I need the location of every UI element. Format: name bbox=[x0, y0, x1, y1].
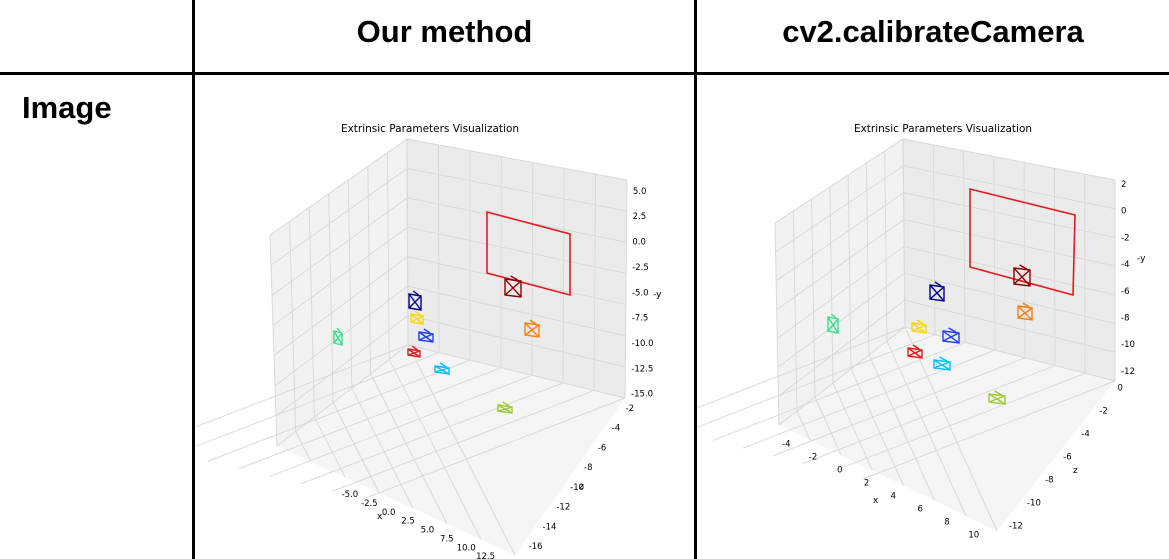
y-tick-label: -15.0 bbox=[631, 390, 653, 400]
y-tick-label: -4 bbox=[1121, 260, 1129, 270]
x-tick-label: 6 bbox=[917, 505, 922, 515]
x-tick-label: 0.0 bbox=[382, 508, 396, 518]
y-tick-label: -2 bbox=[1121, 233, 1129, 243]
x-tick-label: 2.5 bbox=[401, 517, 415, 527]
z-tick-label: -16 bbox=[529, 542, 543, 552]
x-tick-label: 10 bbox=[968, 531, 979, 541]
camera-frustum bbox=[942, 327, 960, 344]
z-tick-label: -12 bbox=[556, 503, 570, 513]
y-tick-labels: 5.0 2.5 0.0 -2.5 -5.0 -7.5 -10.0 -12.5 -15.0 bbox=[631, 187, 653, 400]
camera-glyphs bbox=[827, 187, 1076, 405]
camera-frustum bbox=[504, 275, 522, 298]
camera-frustum bbox=[929, 281, 945, 302]
z-tick-label: -10 bbox=[570, 483, 584, 493]
y-tick-label: -10.0 bbox=[632, 339, 654, 349]
y-tick-label: -12 bbox=[1121, 367, 1135, 377]
y-tick-label: 5.0 bbox=[633, 187, 647, 197]
x-tick-label: 0 bbox=[837, 465, 842, 475]
camera-frustum bbox=[410, 310, 424, 325]
camera-frustum bbox=[418, 328, 434, 343]
column-header-our-method: Our method bbox=[356, 14, 533, 49]
x-tick-label: -2 bbox=[809, 452, 817, 462]
calibration-board bbox=[486, 210, 571, 297]
camera-frustum bbox=[497, 401, 513, 414]
y-tick-label: 2 bbox=[1121, 180, 1126, 190]
z-tick-labels: 0 -2 -4 -6 -8 -10 -12 bbox=[1009, 384, 1123, 532]
table-line-v2 bbox=[694, 0, 697, 559]
y-axis-label: -y bbox=[653, 290, 662, 300]
calibration-board bbox=[969, 187, 1076, 297]
y-tick-label: -6 bbox=[1121, 287, 1129, 297]
z-tick-label: -2 bbox=[626, 404, 634, 414]
plot-cv2: Extrinsic Parameters Visualization -4-20… bbox=[697, 123, 1146, 541]
plot-grid bbox=[195, 138, 628, 556]
x-tick-label: -4 bbox=[782, 439, 790, 449]
z-tick-label: -10 bbox=[1027, 499, 1041, 509]
camera-frustum bbox=[333, 327, 343, 346]
z-tick-label: -6 bbox=[598, 443, 606, 453]
camera-frustum bbox=[1013, 264, 1031, 287]
z-tick-label: -8 bbox=[1045, 476, 1053, 486]
z-tick-label: -12 bbox=[1009, 522, 1023, 532]
camera-frustum bbox=[434, 362, 450, 375]
y-tick-label: -7.5 bbox=[632, 314, 649, 324]
x-tick-label: 8 bbox=[944, 518, 949, 528]
x-tick-label: 10.0 bbox=[457, 543, 476, 553]
plot-title: Extrinsic Parameters Visualization bbox=[854, 123, 1032, 135]
x-tick-labels: -4 -2 0 2 4 6 8 10 bbox=[782, 439, 979, 540]
plot-title: Extrinsic Parameters Visualization bbox=[341, 123, 519, 135]
camera-glyphs bbox=[333, 210, 571, 414]
y-tick-label: -8 bbox=[1121, 314, 1129, 324]
y-tick-label: 2.5 bbox=[633, 212, 647, 222]
y-tick-label: -5.0 bbox=[632, 288, 649, 298]
z-tick-label: -8 bbox=[584, 463, 592, 473]
x-tick-labels: -5.0-2.5 0.0 2.5 5.0 7.510.012.5 bbox=[342, 490, 495, 559]
row-label-image: Image bbox=[22, 90, 112, 125]
z-tick-label: -4 bbox=[1081, 430, 1089, 440]
camera-frustum bbox=[408, 290, 422, 311]
camera-frustum bbox=[1017, 302, 1033, 321]
y-axis-label: -y bbox=[1137, 254, 1146, 264]
x-tick-label: 12.5 bbox=[476, 552, 495, 559]
camera-frustum bbox=[407, 345, 421, 358]
x-tick-label: -5.0 bbox=[342, 490, 359, 500]
camera-frustum bbox=[911, 319, 927, 334]
camera-frustum bbox=[907, 344, 923, 359]
camera-frustum bbox=[827, 313, 839, 334]
y-tick-label: 0.0 bbox=[632, 238, 646, 248]
z-tick-label: -4 bbox=[612, 424, 620, 434]
z-tick-label: -2 bbox=[1099, 407, 1107, 417]
y-tick-label: -10 bbox=[1121, 340, 1135, 350]
z-tick-label: -14 bbox=[543, 522, 557, 532]
x-tick-label: 4 bbox=[891, 492, 896, 502]
z-tick-labels: -2 -4 -6 -8-10-12 -14-16 bbox=[529, 404, 634, 552]
table-line-v1 bbox=[192, 0, 195, 559]
plot-our-method: Extrinsic Parameters Visualization -5.0-… bbox=[195, 123, 662, 559]
camera-frustum bbox=[988, 390, 1006, 405]
column-header-cv2: cv2.calibrateCamera bbox=[782, 14, 1084, 49]
x-tick-label: -2.5 bbox=[361, 499, 378, 509]
x-tick-label: 2 bbox=[864, 478, 869, 488]
z-tick-label: -6 bbox=[1063, 453, 1071, 463]
table-line-h bbox=[0, 72, 1169, 75]
y-tick-label: -2.5 bbox=[632, 263, 649, 273]
x-tick-label: 7.5 bbox=[440, 534, 454, 544]
plot-grid bbox=[697, 138, 1116, 532]
camera-frustum bbox=[933, 356, 951, 371]
camera-frustum bbox=[524, 319, 540, 338]
z-axis-label: z bbox=[1073, 466, 1078, 476]
y-tick-label: -12.5 bbox=[631, 364, 653, 374]
y-tick-label: 0 bbox=[1121, 207, 1126, 217]
z-tick-label: 0 bbox=[1117, 384, 1122, 394]
x-tick-label: 5.0 bbox=[421, 526, 435, 536]
z-axis-label: z bbox=[579, 482, 584, 492]
y-tick-labels: 2 0 -2 -4 -6 -8 -10 -12 bbox=[1121, 180, 1135, 377]
x-axis-label: x bbox=[873, 496, 879, 506]
x-axis-label: x bbox=[377, 512, 383, 522]
